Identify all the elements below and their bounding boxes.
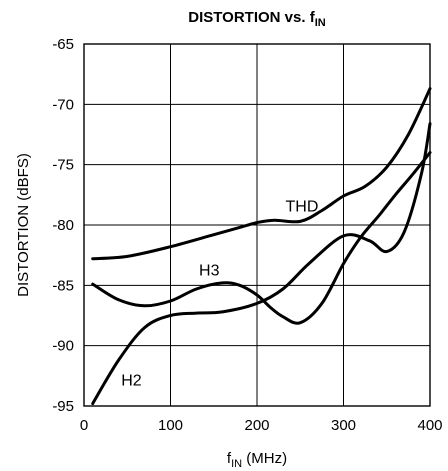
x-axis-label-unit: (MHz) [242, 450, 287, 467]
y-tick-label: -80 [52, 217, 74, 234]
x-axis-label-main: f [227, 450, 232, 467]
x-axis-ticks: 0 100 200 300 400 [80, 417, 443, 434]
x-tick-label: 200 [244, 417, 269, 434]
grid [83, 43, 431, 407]
y-tick-label: -85 [52, 277, 74, 294]
series-line-thd [91, 87, 432, 261]
x-axis-label: fIN (MHz) [227, 450, 287, 470]
series-line-h2 [91, 122, 432, 406]
series-curves [91, 87, 432, 406]
x-axis-label-subscript: IN [231, 458, 242, 470]
chart-title-main: DISTORTION vs. f [188, 9, 315, 26]
x-tick-label: 0 [80, 417, 88, 434]
x-tick-label: 100 [158, 417, 183, 434]
series-label-h3: H3 [199, 263, 220, 280]
x-tick-label: 300 [331, 417, 356, 434]
series-labels: THD H3 H2 [121, 199, 318, 390]
chart-title-subscript: IN [315, 17, 326, 29]
y-axis-label: DISTORTION (dBFS) [15, 153, 32, 297]
series-label-thd: THD [286, 199, 319, 216]
plot-frame [83, 43, 431, 407]
y-tick-label: -75 [52, 157, 74, 174]
series-line-h3 [91, 151, 432, 325]
y-tick-label: -90 [52, 338, 74, 355]
y-tick-label: -65 [52, 36, 74, 53]
x-tick-label: 400 [417, 417, 442, 434]
series-label-h2: H2 [121, 372, 142, 389]
y-tick-label: -70 [52, 96, 74, 113]
y-axis-ticks: -65 -70 -75 -80 -85 -90 -95 [52, 36, 74, 415]
y-tick-label: -95 [52, 398, 74, 415]
chart-title: DISTORTION vs. fIN [188, 9, 325, 29]
